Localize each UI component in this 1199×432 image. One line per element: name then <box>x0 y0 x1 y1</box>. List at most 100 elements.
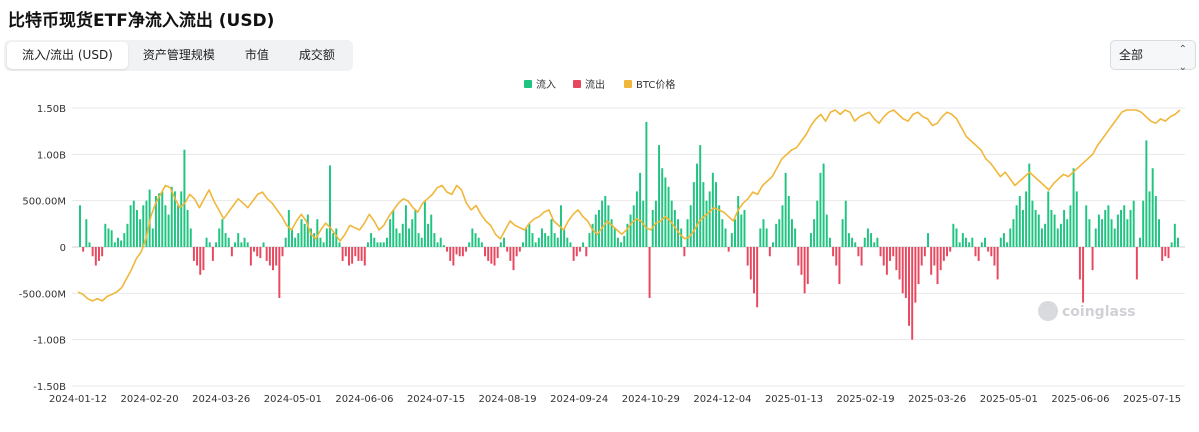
inflow-bar <box>297 233 300 247</box>
inflow-bar <box>417 233 420 247</box>
inflow-bar <box>104 223 107 247</box>
inflow-bar <box>1113 228 1116 247</box>
inflow-bar <box>414 209 417 247</box>
outflow-bar <box>860 247 863 266</box>
inflow-bar <box>771 242 774 247</box>
outflow-bar <box>800 247 803 275</box>
inflow-bar <box>569 242 572 247</box>
inflow-bar <box>173 191 176 247</box>
inflow-bar <box>705 200 708 247</box>
btc-price-line <box>77 109 1181 302</box>
inflow-bar <box>1053 214 1056 247</box>
inflow-bar <box>958 242 961 247</box>
inflow-bar <box>420 237 423 247</box>
inflow-bar <box>528 223 531 247</box>
outflow-bar <box>275 247 278 266</box>
inflow-bar <box>819 172 822 247</box>
inflow-bar <box>1123 205 1126 247</box>
inflow-bar <box>601 200 604 247</box>
inflow-bar <box>537 237 540 247</box>
outflow-bar <box>797 247 800 266</box>
inflow-bar <box>1075 191 1078 247</box>
x-tick-label: 2024-05-01 <box>264 394 322 405</box>
inflow-bar <box>411 219 414 247</box>
outflow-bar <box>360 247 363 261</box>
inflow-bar <box>1139 237 1142 247</box>
inflow-bar <box>177 205 180 247</box>
inflow-bar <box>427 223 430 247</box>
inflow-bar <box>382 242 385 247</box>
outflow-bar <box>281 247 284 257</box>
inflow-bar <box>167 214 170 247</box>
outflow-bar <box>996 247 999 280</box>
legend-label: BTC价格 <box>636 78 675 91</box>
inflow-bar <box>385 237 388 247</box>
inflow-bar <box>1044 223 1047 247</box>
y-tick-label: 1.50B <box>37 104 66 115</box>
tab-inflow-outflow[interactable]: 流入/流出 (USD) <box>7 42 128 69</box>
inflow-bar <box>164 205 167 247</box>
coinglass-watermark: coinglass <box>1038 301 1136 321</box>
inflow-bar <box>692 182 695 247</box>
x-tick-label: 2024-08-19 <box>479 394 537 405</box>
inflow-bar <box>316 219 319 247</box>
inflow-bar <box>825 214 828 247</box>
inflow-bar <box>287 209 290 247</box>
inflow-bar <box>1069 205 1072 247</box>
inflow-bar <box>499 242 502 247</box>
inflow-bar <box>544 233 547 247</box>
outflow-bar <box>278 247 281 298</box>
outflow-bar <box>768 247 771 257</box>
inflow-bar <box>1107 205 1110 247</box>
legend-swatch <box>524 80 532 88</box>
outflow-bar <box>920 247 923 266</box>
inflow-bar <box>844 200 847 247</box>
inflow-bar <box>1170 242 1173 247</box>
inflow-bar <box>1040 228 1043 247</box>
outflow-bar <box>256 247 259 257</box>
inflow-bar <box>1021 209 1024 247</box>
inflow-bar <box>1110 219 1113 247</box>
inflow-bar <box>306 214 309 247</box>
inflow-bar <box>85 219 88 247</box>
inflow-bar <box>1148 191 1151 247</box>
x-tick-label: 2025-05-01 <box>980 394 1038 405</box>
inflow-bar <box>1063 209 1066 247</box>
outflow-bar <box>1135 247 1138 280</box>
tab-aum[interactable]: 资产管理规模 <box>142 48 215 62</box>
outflow-bar <box>272 247 274 271</box>
inflow-bar <box>784 172 787 247</box>
inflow-bar <box>471 228 474 247</box>
outflow-bar <box>882 247 885 266</box>
inflow-bar <box>809 233 812 247</box>
inflow-bar <box>616 237 619 247</box>
outflow-bar <box>857 247 860 257</box>
inflow-bar <box>1088 219 1091 247</box>
inflow-bar <box>1116 214 1119 247</box>
inflow-bar <box>1154 196 1157 247</box>
range-select[interactable]: 全部 ⌃ ⌄ <box>1110 40 1196 73</box>
inflow-bar <box>632 205 635 247</box>
inflow-bar <box>142 205 145 247</box>
outflow-bar <box>746 247 749 266</box>
inflow-bar <box>594 214 597 247</box>
outflow-bar <box>1161 247 1164 261</box>
outflow-bar <box>199 247 202 275</box>
outflow-bar <box>211 247 214 261</box>
inflow-bar <box>373 237 376 247</box>
inflow-bar <box>968 242 971 247</box>
y-tick-label: -1.00B <box>33 336 66 347</box>
outflow-bar <box>908 247 911 326</box>
outflow-bar <box>192 247 195 261</box>
outflow-bar <box>575 247 578 257</box>
inflow-bar <box>224 233 227 247</box>
outflow-bar <box>202 247 205 271</box>
tab-volume[interactable]: 成交额 <box>298 48 335 62</box>
outflow-bar <box>949 247 952 252</box>
inflow-bar <box>699 145 702 247</box>
inflow-bar <box>1145 140 1148 247</box>
tab-market-cap[interactable]: 市值 <box>244 48 269 62</box>
outflow-bar <box>993 247 996 266</box>
outflow-bar <box>749 247 752 280</box>
